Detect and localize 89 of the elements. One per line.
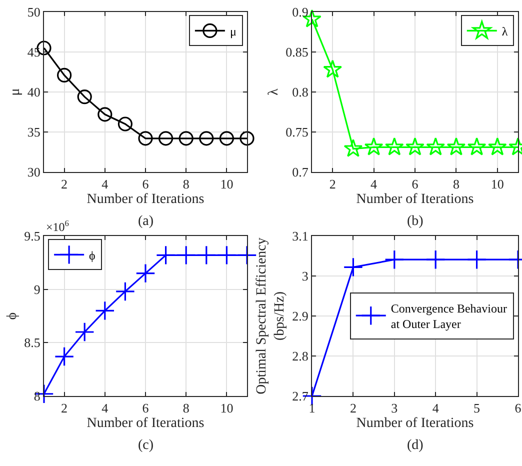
x-tick-label: 2 <box>329 176 336 192</box>
point <box>176 245 196 266</box>
y-tick-label: 2.7 <box>292 388 309 404</box>
text: ×10$^{6}$ <box>46 219 69 234</box>
y-tick-label: 2.8 <box>292 348 308 364</box>
point <box>216 245 237 266</box>
x-tick-label: 2 <box>61 400 68 416</box>
point <box>364 137 384 156</box>
point <box>95 300 115 321</box>
x-tick-label: 2 <box>61 176 68 192</box>
point <box>98 107 112 122</box>
point <box>446 137 466 156</box>
point <box>384 250 404 270</box>
text: (d) <box>407 438 424 453</box>
point <box>196 245 216 266</box>
x-tick-label: 4 <box>432 400 440 416</box>
point <box>488 137 507 156</box>
y-axis-title: λ <box>266 88 282 96</box>
y-tick-label: 0.8 <box>292 84 308 100</box>
x-tick-label: 4 <box>102 176 109 192</box>
point <box>118 116 132 132</box>
y-tick-label: 0.7 <box>292 164 309 180</box>
y-tick-label: 30 <box>27 164 40 180</box>
point <box>426 250 446 270</box>
point <box>323 60 342 78</box>
point <box>467 137 486 156</box>
x-axis-title: Number of Iterations <box>356 416 474 431</box>
x-tick-label: 6 <box>142 176 150 192</box>
x-tick-label: 1 <box>308 400 316 416</box>
legend-label: μ <box>230 24 236 38</box>
y-axis-title: Optimal Spectral Efficiency (bps/Hz) <box>254 238 288 394</box>
y-tick-label: 0.9 <box>292 4 308 20</box>
x-tick-label: 4 <box>370 176 378 192</box>
point <box>138 131 153 146</box>
text: (c) <box>138 438 154 453</box>
x-tick-label: 10 <box>220 400 234 416</box>
point <box>237 245 257 266</box>
point <box>74 322 94 342</box>
point <box>115 282 136 302</box>
point <box>384 137 404 156</box>
x-tick-label: 5 <box>474 400 480 416</box>
point <box>406 137 424 156</box>
y-tick-label: 35 <box>27 124 40 140</box>
x-tick-label: 3 <box>391 400 398 416</box>
y-tick-label: 0.75 <box>286 124 308 140</box>
x-tick-label: 6 <box>514 400 522 416</box>
y-tick-label: 3.1 <box>292 228 308 244</box>
point <box>426 137 446 156</box>
y-tick-label: 0.85 <box>286 44 308 60</box>
x-axis-title: Number of Iterations <box>356 192 474 207</box>
x-axis-title: Number of Iterations <box>86 416 204 431</box>
point <box>466 250 487 270</box>
legend-label: Convergence Behaviour at Outer Layer <box>390 301 507 332</box>
x-tick-label: 8 <box>182 176 190 192</box>
x-tick-label: 6 <box>142 400 150 416</box>
x-tick-label: 8 <box>452 176 460 192</box>
y-tick-label: 50 <box>27 4 40 20</box>
point <box>57 68 72 82</box>
x-tick-label: 8 <box>182 400 190 416</box>
y-tick-label: 9 <box>34 282 40 297</box>
text: (a) <box>138 214 154 229</box>
y-tick-label: 40 <box>27 84 40 100</box>
y-axis-title: ϕ <box>4 312 20 320</box>
y-tick-label: 2.9 <box>292 308 308 324</box>
x-tick-label: 10 <box>220 176 234 192</box>
point <box>240 131 254 146</box>
y-tick-label: 3 <box>302 268 308 284</box>
x-axis-title: Number of Iterations <box>86 192 204 207</box>
point <box>199 131 214 146</box>
point <box>136 263 156 284</box>
legend-label: λ <box>502 24 508 38</box>
point <box>77 90 92 104</box>
point <box>343 257 364 278</box>
point <box>54 346 74 366</box>
legend-label: ϕ <box>89 248 96 262</box>
x-tick-label: 10 <box>490 176 504 192</box>
point <box>344 138 363 157</box>
x-tick-label: 4 <box>102 400 109 416</box>
y-tick-label: 8.5 <box>24 335 40 350</box>
x-tick-label: 6 <box>412 176 419 192</box>
y-tick-label: 45 <box>27 44 40 60</box>
text: (b) <box>407 214 424 229</box>
point <box>219 131 234 146</box>
point <box>158 131 174 146</box>
y-tick-label: 9.5 <box>24 228 40 244</box>
point <box>178 131 194 146</box>
x-tick-label: 2 <box>350 400 356 416</box>
y-axis-title: μ <box>8 88 23 96</box>
point <box>156 245 176 266</box>
